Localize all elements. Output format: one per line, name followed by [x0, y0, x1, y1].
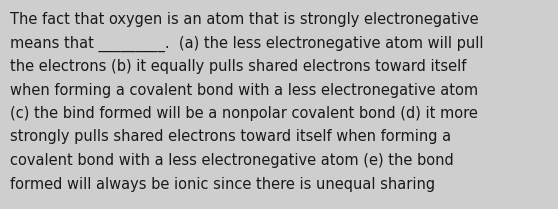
Text: means that _________.  (a) the less electronegative atom will pull: means that _________. (a) the less elect…: [10, 36, 483, 52]
Text: (c) the bind formed will be a nonpolar covalent bond (d) it more: (c) the bind formed will be a nonpolar c…: [10, 106, 478, 121]
Text: covalent bond with a less electronegative atom (e) the bond: covalent bond with a less electronegativ…: [10, 153, 454, 168]
Text: the electrons (b) it equally pulls shared electrons toward itself: the electrons (b) it equally pulls share…: [10, 59, 466, 74]
Text: The fact that oxygen is an atom that is strongly electronegative: The fact that oxygen is an atom that is …: [10, 12, 479, 27]
Text: strongly pulls shared electrons toward itself when forming a: strongly pulls shared electrons toward i…: [10, 130, 451, 144]
Text: formed will always be ionic since there is unequal sharing: formed will always be ionic since there …: [10, 176, 435, 191]
Text: when forming a covalent bond with a less electronegative atom: when forming a covalent bond with a less…: [10, 83, 478, 98]
